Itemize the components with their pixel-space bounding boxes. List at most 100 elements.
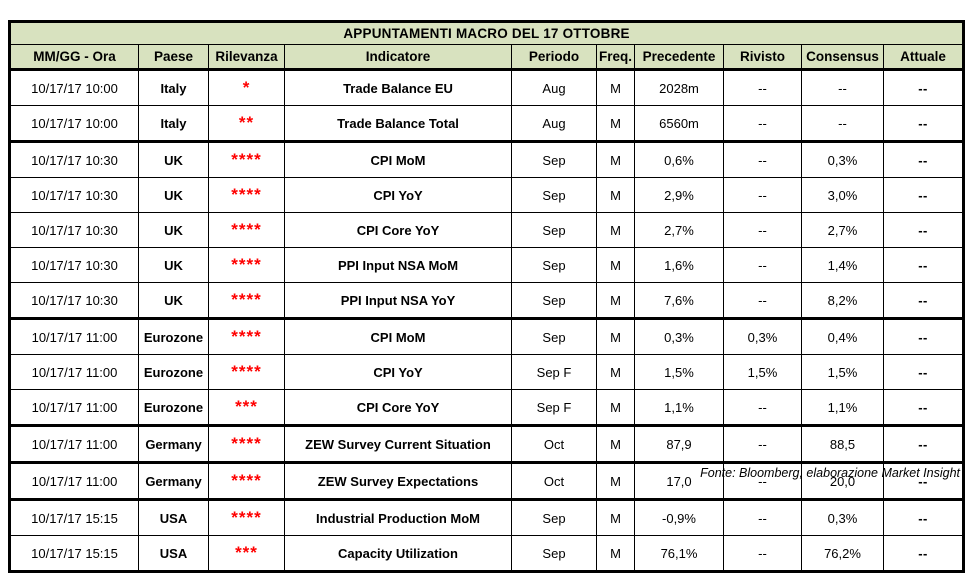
cell-country: Germany	[138, 461, 209, 500]
cell-freq: M	[596, 105, 635, 142]
table-row: 10/17/17 10:30 UK **** CPI Core YoY Sep M 2,7%…	[9, 212, 965, 248]
cell-actual: --	[882, 424, 965, 463]
table-row: 10/17/17 15:15 USA *** Capacity Utilization…	[9, 535, 965, 572]
cell-indicator: CPI YoY	[284, 177, 512, 213]
cell-actual: --	[882, 140, 965, 178]
cell-country: USA	[138, 498, 209, 536]
cell-previous: 1,6%	[634, 247, 724, 283]
cell-revised: --	[723, 282, 802, 319]
cell-stars: ***	[208, 535, 285, 572]
cell-period: Sep	[511, 317, 597, 355]
cell-freq: M	[596, 317, 635, 355]
cell-indicator: PPI Input NSA MoM	[284, 247, 512, 283]
cell-previous: 2028m	[634, 69, 724, 106]
cell-indicator: Industrial Production MoM	[284, 498, 512, 536]
cell-indicator: Trade Balance EU	[284, 69, 512, 106]
cell-indicator: CPI YoY	[284, 354, 512, 390]
cell-country: UK	[138, 177, 209, 213]
cell-indicator: Capacity Utilization	[284, 535, 512, 572]
cell-revised: --	[723, 177, 802, 213]
cell-previous: 2,9%	[634, 177, 724, 213]
table-title-row: APPUNTAMENTI MACRO DEL 17 OTTOBRE	[8, 21, 965, 45]
cell-indicator: CPI MoM	[284, 140, 512, 178]
cell-consensus: 0,3%	[801, 140, 884, 178]
cell-previous: 0,3%	[634, 317, 724, 355]
cell-actual: --	[882, 535, 965, 572]
cell-period: Sep F	[511, 389, 597, 426]
cell-stars: *	[208, 69, 285, 106]
table-row: 10/17/17 15:15 USA **** Industrial Producti…	[9, 498, 965, 536]
cell-consensus: 0,3%	[801, 498, 884, 536]
cell-previous: 0,6%	[634, 140, 724, 178]
cell-period: Aug	[511, 69, 597, 106]
cell-revised: 1,5%	[723, 354, 802, 390]
cell-time: 10/17/17 10:00	[9, 105, 139, 142]
table-header-row: MM/GG - Ora Paese Rilevanza Indicatore Perio…	[9, 44, 965, 71]
column-header-rilevanza: Rilevanza	[208, 44, 285, 71]
cell-time: 10/17/17 10:30	[9, 212, 139, 248]
cell-freq: M	[596, 69, 635, 106]
cell-consensus: 0,4%	[801, 317, 884, 355]
cell-country: Italy	[138, 69, 209, 106]
cell-stars: ****	[208, 424, 285, 463]
cell-country: Eurozone	[138, 354, 209, 390]
cell-previous: 2,7%	[634, 212, 724, 248]
cell-time: 10/17/17 10:30	[9, 177, 139, 213]
cell-period: Sep F	[511, 354, 597, 390]
cell-consensus: --	[801, 105, 884, 142]
cell-revised: --	[723, 212, 802, 248]
cell-actual: --	[882, 177, 965, 213]
cell-country: Eurozone	[138, 389, 209, 426]
column-header-indicatore: Indicatore	[284, 44, 512, 71]
cell-country: UK	[138, 212, 209, 248]
cell-period: Oct	[511, 461, 597, 500]
cell-consensus: 3,0%	[801, 177, 884, 213]
cell-indicator: CPI Core YoY	[284, 389, 512, 426]
column-header-freq: Freq.	[596, 44, 635, 71]
cell-stars: ***	[208, 389, 285, 426]
cell-revised: --	[723, 105, 802, 142]
cell-actual: --	[882, 354, 965, 390]
cell-previous: -0,9%	[634, 498, 724, 536]
source-note: Fonte: Bloomberg, elaborazione Market In…	[700, 466, 960, 480]
cell-stars: ****	[208, 247, 285, 283]
cell-previous: 6560m	[634, 105, 724, 142]
cell-country: USA	[138, 535, 209, 572]
column-header-mm-gg-ora: MM/GG - Ora	[9, 44, 139, 71]
cell-period: Sep	[511, 498, 597, 536]
cell-period: Sep	[511, 177, 597, 213]
cell-period: Sep	[511, 535, 597, 572]
cell-previous: 1,5%	[634, 354, 724, 390]
cell-freq: M	[596, 389, 635, 426]
table-row: 10/17/17 10:30 UK **** PPI Input NSA MoM Sep…	[9, 247, 965, 283]
cell-time: 10/17/17 11:00	[9, 354, 139, 390]
cell-country: UK	[138, 247, 209, 283]
cell-freq: M	[596, 424, 635, 463]
table-row: 10/17/17 10:00 Italy ** Trade Balance Total…	[9, 105, 965, 142]
cell-time: 10/17/17 10:30	[9, 140, 139, 178]
cell-actual: --	[882, 212, 965, 248]
cell-indicator: Trade Balance Total	[284, 105, 512, 142]
column-header-precedente: Precedente	[634, 44, 724, 71]
cell-period: Sep	[511, 212, 597, 248]
cell-country: Italy	[138, 105, 209, 142]
cell-revised: --	[723, 424, 802, 463]
cell-revised: --	[723, 247, 802, 283]
cell-actual: --	[882, 498, 965, 536]
cell-freq: M	[596, 461, 635, 500]
cell-freq: M	[596, 247, 635, 283]
table-row: 10/17/17 10:00 Italy * Trade Balance EU Aug M…	[9, 69, 965, 106]
cell-revised: --	[723, 498, 802, 536]
cell-actual: --	[882, 105, 965, 142]
cell-time: 10/17/17 11:00	[9, 317, 139, 355]
cell-stars: ****	[208, 354, 285, 390]
table-row: 10/17/17 11:00 Eurozone **** CPI MoM Sep M 0,3…	[9, 317, 965, 355]
cell-actual: --	[882, 389, 965, 426]
cell-indicator: ZEW Survey Current Situation	[284, 424, 512, 463]
cell-consensus: --	[801, 69, 884, 106]
macro-calendar-page: APPUNTAMENTI MACRO DEL 17 OTTOBRE MM/GG …	[8, 20, 966, 573]
cell-indicator: CPI Core YoY	[284, 212, 512, 248]
cell-time: 10/17/17 15:15	[9, 498, 139, 536]
cell-stars: ****	[208, 317, 285, 355]
